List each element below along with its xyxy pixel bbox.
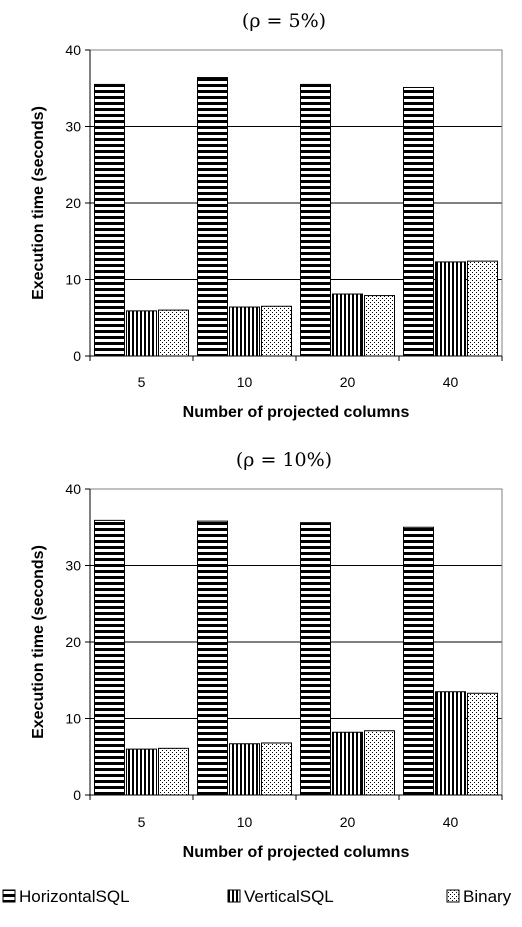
y-tick-label: 30 <box>65 558 81 574</box>
bar-horizontalsql-20 <box>300 83 331 357</box>
y-tick-label: 0 <box>73 787 81 803</box>
y-axis-title: Execution time (seconds) <box>30 545 47 739</box>
bar-verticalsql-40 <box>435 261 466 357</box>
legend-label: Binary <box>463 887 512 906</box>
bar-verticalsql-5 <box>126 748 157 796</box>
bar-binary-20 <box>364 295 395 357</box>
y-tick-label: 10 <box>65 711 81 727</box>
x-tick-label: 10 <box>237 814 253 830</box>
bar-horizontalsql-10 <box>197 77 228 357</box>
bar-binary-10 <box>261 742 292 796</box>
x-tick-label: 20 <box>340 374 356 390</box>
bar-verticalsql-20 <box>332 731 363 796</box>
bar-horizontalsql-40 <box>403 526 434 796</box>
y-tick-label: 40 <box>65 42 81 58</box>
bar-horizontalsql-10 <box>197 520 228 796</box>
chart-title: (ρ = 10%) <box>236 449 332 471</box>
y-axis-title: Execution time (seconds) <box>30 106 47 300</box>
x-axis-title: Number of projected columns <box>183 404 410 421</box>
bar-binary-5 <box>158 309 189 357</box>
bar-horizontalsql-40 <box>403 86 434 357</box>
legend-item: VerticalSQL <box>227 887 334 906</box>
legend-item: Binary <box>446 887 512 906</box>
x-tick-label: 5 <box>138 814 146 830</box>
bar-binary-40 <box>467 692 498 796</box>
bar-binary-5 <box>158 747 189 796</box>
bar-binary-20 <box>364 730 395 796</box>
legend-swatch <box>2 889 16 903</box>
x-tick-label: 40 <box>443 814 459 830</box>
legend-label: HorizontalSQL <box>19 887 130 906</box>
legend-item: HorizontalSQL <box>2 887 130 906</box>
y-tick-label: 10 <box>65 272 81 288</box>
bar-binary-10 <box>261 305 292 357</box>
legend-label: VerticalSQL <box>244 887 334 906</box>
x-axis-title: Number of projected columns <box>183 844 410 861</box>
bar-verticalsql-40 <box>435 691 466 796</box>
bar-horizontalsql-5 <box>94 519 125 796</box>
x-tick-label: 40 <box>443 374 459 390</box>
bar-verticalsql-5 <box>126 310 157 357</box>
legend-swatch <box>227 889 241 903</box>
y-tick-label: 20 <box>65 634 81 650</box>
chart-title: (ρ = 5%) <box>242 10 326 32</box>
legend-swatch <box>446 889 460 903</box>
chart-panel: (ρ = 5%) 0 10 20 30 40 5 10 20 40 Number of projec… <box>30 10 503 421</box>
y-tick-label: 0 <box>73 348 81 364</box>
x-tick-label: 20 <box>340 814 356 830</box>
bar-verticalsql-20 <box>332 293 363 357</box>
bar-horizontalsql-5 <box>94 83 125 357</box>
y-tick-label: 30 <box>65 119 81 135</box>
chart-panel: (ρ = 10%) 0 10 20 30 40 5 10 20 40 Number of proje… <box>30 449 503 861</box>
bar-verticalsql-10 <box>229 743 260 796</box>
bar-horizontalsql-20 <box>300 522 331 796</box>
y-tick-label: 40 <box>65 481 81 497</box>
legend: HorizontalSQL VerticalSQL Binary <box>2 887 512 906</box>
bar-verticalsql-10 <box>229 306 260 357</box>
bar-binary-40 <box>467 260 498 357</box>
x-tick-label: 5 <box>138 374 146 390</box>
x-tick-label: 10 <box>237 374 253 390</box>
y-tick-label: 20 <box>65 195 81 211</box>
